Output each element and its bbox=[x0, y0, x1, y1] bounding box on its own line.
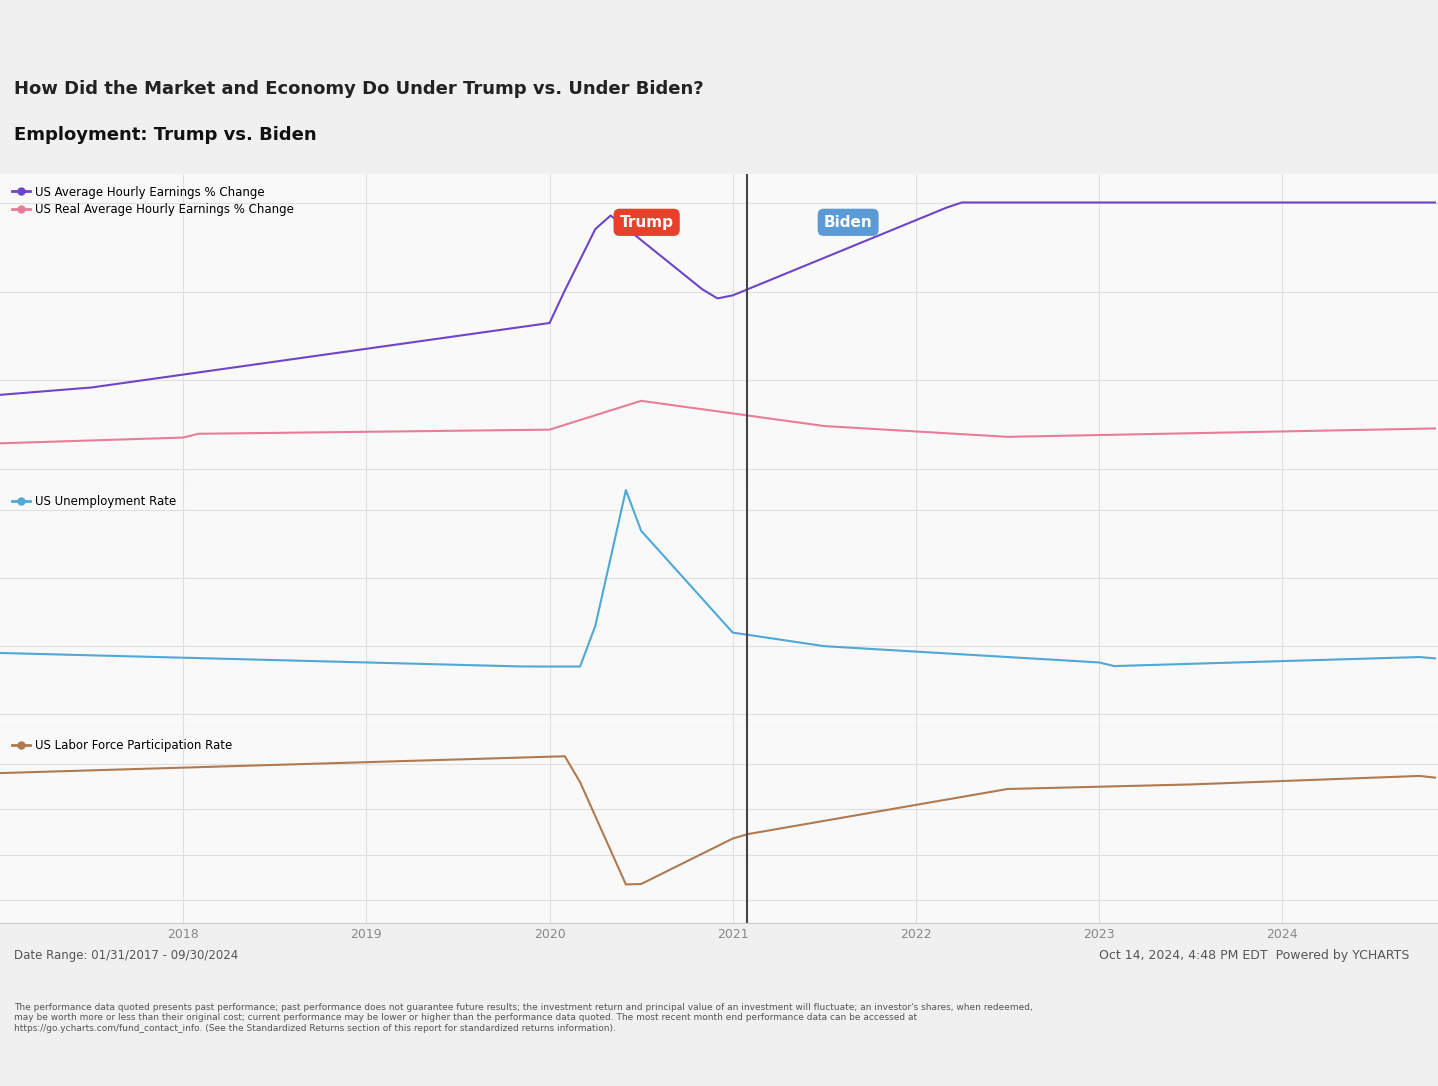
Text: Trump: Trump bbox=[620, 215, 673, 230]
Text: Employment: Trump vs. Biden: Employment: Trump vs. Biden bbox=[14, 126, 316, 143]
Legend: US Unemployment Rate: US Unemployment Rate bbox=[6, 489, 183, 514]
Text: The performance data quoted presents past performance; past performance does not: The performance data quoted presents pas… bbox=[14, 1002, 1032, 1033]
Text: Date Range: 01/31/2017 - 09/30/2024: Date Range: 01/31/2017 - 09/30/2024 bbox=[14, 949, 239, 962]
Legend: US Average Hourly Earnings % Change, US Real Average Hourly Earnings % Change: US Average Hourly Earnings % Change, US … bbox=[6, 179, 301, 223]
Text: Biden: Biden bbox=[824, 215, 873, 230]
Legend: US Labor Force Participation Rate: US Labor Force Participation Rate bbox=[6, 733, 239, 758]
Text: Oct 14, 2024, 4:48 PM EDT  Powered by YCHARTS: Oct 14, 2024, 4:48 PM EDT Powered by YCH… bbox=[1099, 949, 1409, 962]
Text: How Did the Market and Economy Do Under Trump vs. Under Biden?: How Did the Market and Economy Do Under … bbox=[14, 80, 705, 98]
